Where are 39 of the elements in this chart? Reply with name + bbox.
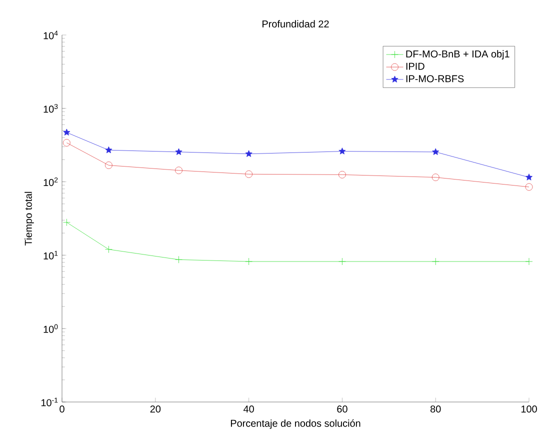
point	[525, 183, 533, 191]
point	[62, 139, 70, 146]
legend-label: IP-MO-RBFS	[406, 75, 464, 82]
point	[175, 148, 182, 155]
y-tick-label: 10$^{0}$	[44, 324, 58, 333]
point	[63, 128, 70, 136]
point	[525, 174, 533, 180]
y-tick-label: 10$^{-1}$	[41, 398, 58, 406]
point	[245, 170, 252, 178]
x-tick-label: 40	[244, 406, 254, 413]
y-tick-label: 10$^{3}$	[44, 104, 58, 113]
legend-label: IPID	[406, 62, 424, 70]
point	[175, 256, 182, 264]
point	[105, 146, 112, 154]
point	[525, 258, 533, 266]
point	[338, 148, 346, 154]
point	[432, 148, 440, 155]
x-tick-label: 100	[521, 406, 537, 413]
x-tick-label: 60	[337, 406, 348, 413]
point	[245, 258, 252, 266]
point	[432, 174, 440, 182]
point	[245, 150, 252, 157]
point	[175, 166, 182, 174]
point	[338, 258, 346, 266]
point	[338, 170, 346, 178]
x-tick-label: 80	[430, 406, 441, 413]
point	[62, 218, 70, 226]
y-tick-label: 10$^{4}$	[44, 30, 58, 40]
x-tick-label: 0	[60, 406, 64, 413]
point	[432, 258, 440, 266]
chart-title: Profundidad 22	[262, 20, 329, 28]
legend-label: DF-MO-BnB + IDA obj1	[406, 50, 510, 60]
x-tick-label: 20	[150, 406, 161, 413]
x-axis-title: Porcentaje de nodos solución	[230, 419, 360, 429]
point	[105, 162, 112, 169]
y-tick-label: 10$^{1}$	[44, 250, 58, 260]
y-axis-title: Tiempo total	[24, 192, 34, 246]
point	[105, 246, 112, 254]
y-tick-label: 10$^{2}$	[44, 178, 58, 186]
